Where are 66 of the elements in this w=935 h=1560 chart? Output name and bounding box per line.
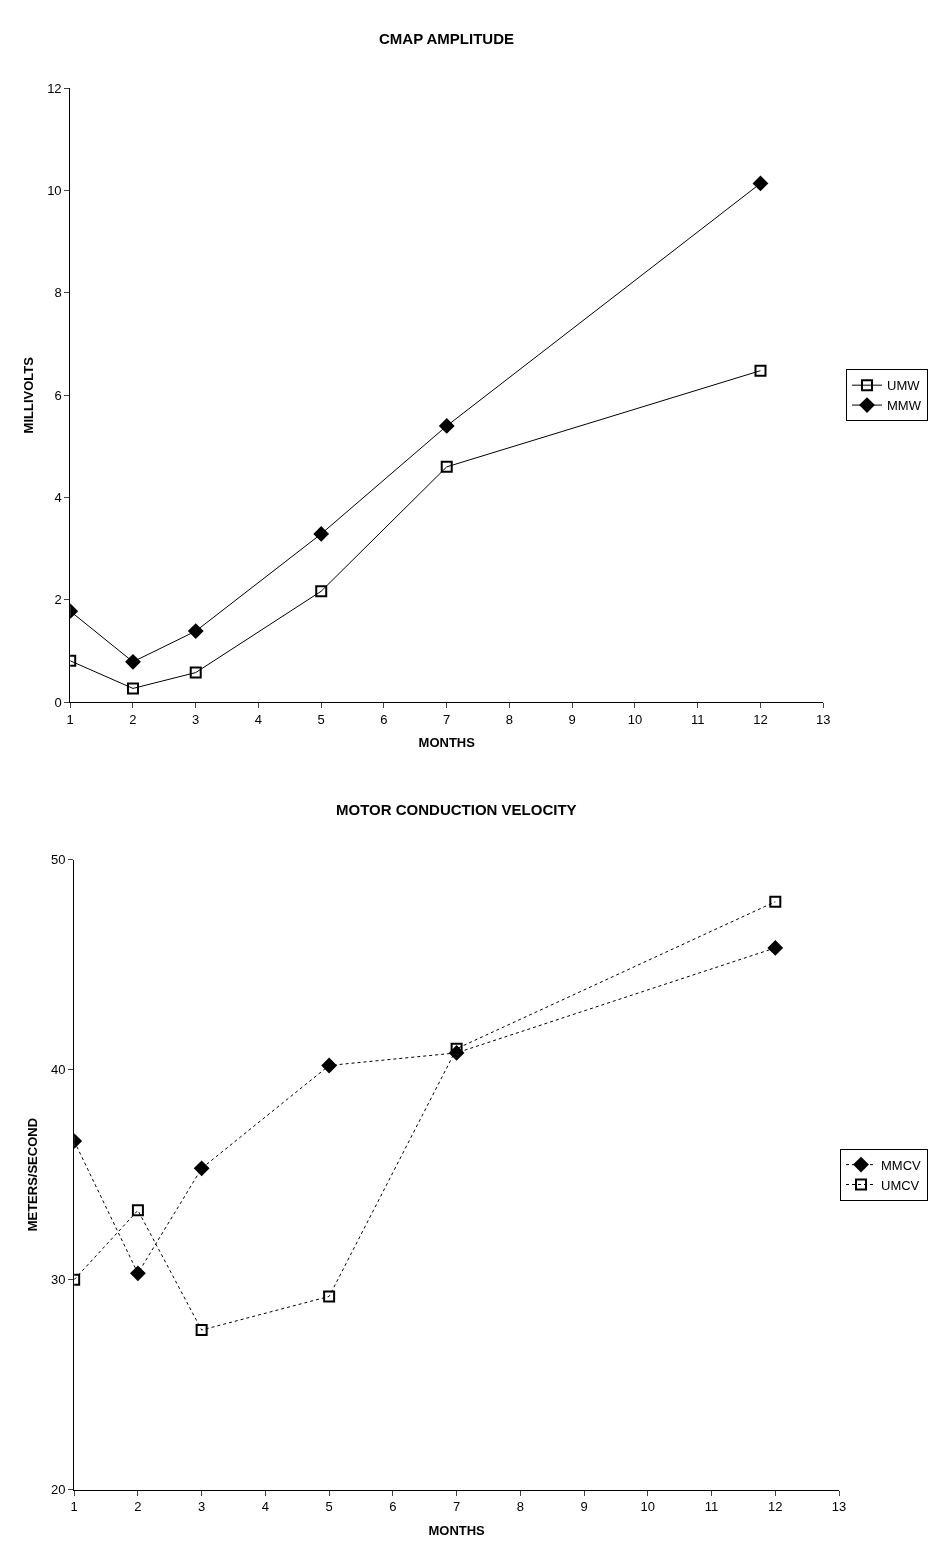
legend-label: MMW — [887, 398, 922, 414]
x-tick-label: 10 — [627, 711, 643, 727]
y-tick-label: 12 — [47, 80, 62, 96]
point — [130, 1265, 146, 1281]
x-tick-label: 9 — [580, 1499, 588, 1515]
point — [769, 895, 782, 908]
y-tick-label: 30 — [51, 1272, 66, 1288]
x-tick-label: 7 — [453, 1499, 461, 1515]
x-tick-label: 11 — [704, 1499, 719, 1515]
point — [313, 526, 329, 542]
x-tick-label: 2 — [129, 711, 137, 727]
x-axis-title: MONTHS — [428, 1522, 486, 1538]
x-tick-label: 7 — [443, 711, 451, 727]
y-tick-label: 10 — [47, 183, 62, 199]
chart-title: CMAP AMPLITUDE — [379, 30, 514, 47]
x-tick-label: 4 — [261, 1499, 269, 1515]
legend-label: UMW — [887, 378, 921, 394]
x-tick-label: 10 — [640, 1499, 656, 1515]
point — [323, 1290, 336, 1303]
y-tick-label: 2 — [54, 592, 62, 608]
y-tick-label: 50 — [51, 852, 66, 868]
x-tick-label: 3 — [192, 711, 200, 727]
legend-label: MMCV — [881, 1157, 922, 1173]
x-tick-label: 11 — [690, 711, 705, 727]
y-tick-label: 8 — [54, 285, 62, 301]
x-tick-label: 3 — [198, 1499, 206, 1515]
y-axis-title: METERS/SECOND — [25, 1117, 41, 1232]
x-tick-label: 1 — [66, 711, 74, 727]
point — [125, 654, 141, 670]
x-axis-title: MONTHS — [418, 735, 476, 751]
point — [321, 1057, 337, 1073]
y-axis-title: MILLIVOLTS — [21, 356, 37, 434]
point — [131, 1204, 144, 1217]
x-tick-label: 12 — [753, 711, 768, 727]
x-tick-label: 2 — [134, 1499, 142, 1515]
point — [195, 1324, 208, 1337]
x-tick-label: 9 — [568, 711, 576, 727]
y-tick-label: 6 — [54, 387, 62, 403]
x-tick-label: 4 — [254, 711, 263, 727]
x-tick-label: 8 — [505, 711, 514, 727]
point — [439, 418, 455, 434]
point — [189, 666, 202, 679]
x-tick-label: 13 — [831, 1499, 847, 1515]
x-tick-label: 6 — [380, 711, 388, 727]
y-tick-label: 20 — [51, 1482, 66, 1498]
y-tick-label: 0 — [54, 694, 62, 710]
y-tick-label: 4 — [54, 490, 62, 506]
x-tick-label: 6 — [389, 1499, 397, 1515]
legend-label: UMCV — [881, 1177, 920, 1193]
x-tick-label: 1 — [70, 1499, 78, 1515]
point — [440, 460, 453, 473]
point — [126, 682, 139, 695]
point — [188, 623, 204, 639]
point — [767, 940, 783, 956]
x-tick-label: 13 — [816, 711, 831, 727]
x-tick-label: 5 — [317, 711, 325, 727]
point — [754, 364, 767, 377]
x-tick-label: 5 — [325, 1499, 333, 1515]
point — [450, 1042, 463, 1055]
y-tick-label: 40 — [51, 1062, 66, 1078]
point — [194, 1160, 210, 1176]
x-tick-label: 12 — [768, 1499, 783, 1515]
x-tick-label: 8 — [516, 1499, 524, 1515]
point — [315, 585, 328, 598]
chart-title: MOTOR CONDUCTION VELOCITY — [336, 801, 577, 818]
point — [752, 175, 768, 191]
